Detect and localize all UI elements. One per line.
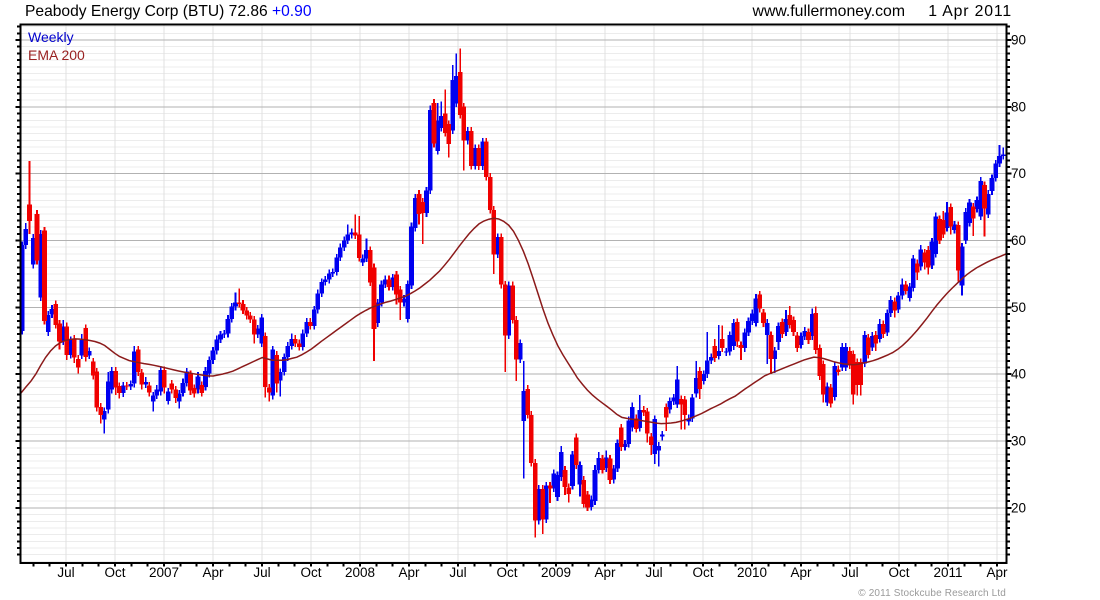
svg-text:90: 90 bbox=[1011, 33, 1026, 48]
svg-text:Jul: Jul bbox=[57, 565, 74, 580]
svg-text:Jul: Jul bbox=[253, 565, 270, 580]
svg-text:Weekly: Weekly bbox=[28, 29, 74, 45]
svg-text:2008: 2008 bbox=[345, 565, 375, 580]
svg-text:50: 50 bbox=[1011, 300, 1026, 315]
svg-text:www.fullermoney.com: www.fullermoney.com bbox=[752, 3, 905, 20]
svg-text:Oct: Oct bbox=[104, 565, 125, 580]
svg-text:© 2011 Stockcube Research Ltd: © 2011 Stockcube Research Ltd bbox=[858, 588, 1006, 599]
svg-text:Apr: Apr bbox=[202, 565, 224, 580]
svg-text:Oct: Oct bbox=[888, 565, 909, 580]
svg-text:2007: 2007 bbox=[149, 565, 179, 580]
svg-text:20: 20 bbox=[1011, 500, 1026, 515]
svg-text:Apr: Apr bbox=[594, 565, 616, 580]
svg-text:Oct: Oct bbox=[692, 565, 713, 580]
svg-text:Apr: Apr bbox=[398, 565, 420, 580]
svg-text:30: 30 bbox=[1011, 434, 1026, 449]
svg-text:2011: 2011 bbox=[933, 565, 962, 580]
svg-text:1 Apr 2011: 1 Apr 2011 bbox=[928, 3, 1012, 20]
svg-text:Jul: Jul bbox=[449, 565, 466, 580]
svg-text:EMA 200: EMA 200 bbox=[28, 47, 85, 63]
svg-text:Apr: Apr bbox=[790, 565, 812, 580]
svg-text:Jul: Jul bbox=[645, 565, 662, 580]
svg-text:70: 70 bbox=[1011, 166, 1026, 181]
svg-text:Jul: Jul bbox=[841, 565, 858, 580]
svg-text:Apr: Apr bbox=[986, 565, 1008, 580]
svg-text:2009: 2009 bbox=[541, 565, 571, 580]
svg-text:60: 60 bbox=[1011, 233, 1026, 248]
svg-text:Oct: Oct bbox=[496, 565, 517, 580]
svg-text:2010: 2010 bbox=[737, 565, 767, 580]
svg-text:80: 80 bbox=[1011, 99, 1026, 114]
svg-text:40: 40 bbox=[1011, 367, 1026, 382]
svg-text:Peabody Energy Corp (BTU) 72.8: Peabody Energy Corp (BTU) 72.86 +0.90 bbox=[25, 3, 312, 20]
svg-text:Oct: Oct bbox=[300, 565, 321, 580]
